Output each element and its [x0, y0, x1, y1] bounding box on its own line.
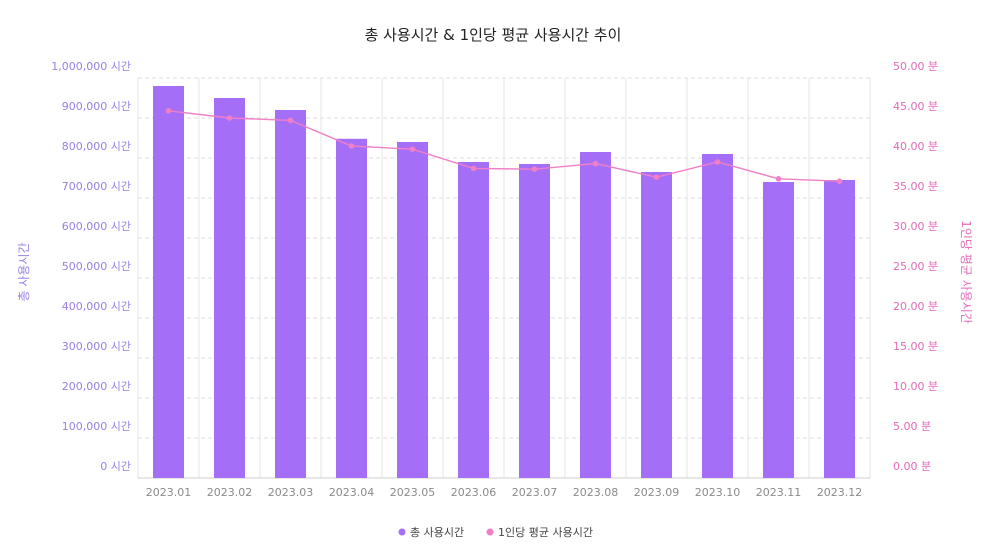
bar-2023.10[interactable]	[702, 154, 733, 478]
x-axis-ticks: 2023.01 2023.02 2023.03 2023.04 2023.05 2023.…	[146, 486, 863, 499]
right-axis-ticks: 0.00 분 5.00 분 10.00 분 15.00 분 20.00 분 25.00 분…	[893, 60, 938, 473]
avg-usage-point-2023.12[interactable]	[836, 178, 843, 184]
left-tick-label: 100,000 시간	[62, 420, 131, 433]
legend-swatch-avg-usage	[486, 528, 494, 536]
right-tick-label: 25.00 분	[893, 260, 938, 273]
left-axis-title: 총 사용시간	[17, 242, 31, 301]
bar-2023.08[interactable]	[580, 152, 611, 478]
bar-2023.07[interactable]	[519, 164, 550, 478]
left-tick-label: 400,000 시간	[62, 300, 131, 313]
x-tick-label: 2023.12	[817, 486, 863, 499]
left-tick-label: 500,000 시간	[62, 260, 131, 273]
x-tick-label: 2023.02	[207, 486, 253, 499]
grid-layer	[137, 77, 871, 479]
bar-2023.11[interactable]	[763, 182, 794, 478]
avg-usage-point-2023.04[interactable]	[348, 143, 355, 149]
avg-usage-point-2023.06[interactable]	[470, 165, 477, 172]
x-tick-label: 2023.01	[146, 486, 192, 499]
right-tick-label: 5.00 분	[893, 420, 931, 433]
avg-usage-point-2023.03[interactable]	[287, 117, 294, 124]
left-tick-label: 300,000 시간	[62, 340, 131, 353]
left-tick-label: 900,000 시간	[62, 100, 131, 113]
avg-usage-point-2023.07[interactable]	[531, 166, 538, 172]
left-tick-label: 600,000 시간	[62, 220, 131, 233]
avg-usage-point-2023.10[interactable]	[714, 159, 721, 165]
legend: 총 사용시간 1인당 평균 사용시간	[398, 526, 593, 539]
left-tick-label: 0 시간	[100, 460, 131, 473]
bar-2023.03[interactable]	[275, 110, 306, 478]
bar-2023.01[interactable]	[153, 86, 184, 478]
right-tick-label: 50.00 분	[893, 60, 938, 73]
bar-2023.09[interactable]	[641, 172, 672, 478]
bar-2023.12[interactable]	[824, 180, 855, 478]
right-tick-label: 40.00 분	[893, 140, 938, 153]
right-axis-title: 1인당 평균 사용시간	[959, 220, 973, 324]
bar-2023.04[interactable]	[336, 138, 367, 479]
right-tick-label: 0.00 분	[893, 460, 931, 473]
avg-usage-point-2023.02[interactable]	[226, 115, 233, 121]
avg-usage-point-2023.01[interactable]	[165, 108, 172, 114]
avg-usage-point-2023.05[interactable]	[409, 146, 416, 152]
left-tick-label: 800,000 시간	[62, 140, 131, 153]
line-layer	[165, 108, 843, 184]
avg-usage-point-2023.08[interactable]	[592, 160, 599, 167]
right-tick-label: 15.00 분	[893, 340, 938, 353]
legend-swatch-total-usage	[398, 528, 406, 536]
left-tick-label: 200,000 시간	[62, 380, 131, 393]
right-tick-label: 45.00 분	[893, 100, 938, 113]
x-tick-label: 2023.06	[451, 486, 497, 499]
bar-2023.06[interactable]	[458, 162, 489, 478]
right-tick-label: 20.00 분	[893, 300, 938, 313]
left-tick-label: 1,000,000 시간	[51, 60, 131, 73]
avg-usage-line	[168, 110, 840, 182]
x-tick-label: 2023.07	[512, 486, 558, 499]
x-tick-label: 2023.05	[390, 486, 436, 499]
x-tick-label: 2023.03	[268, 486, 314, 499]
avg-usage-point-2023.09[interactable]	[653, 174, 660, 180]
right-tick-label: 35.00 분	[893, 180, 938, 193]
left-axis-ticks: 0 시간 100,000 시간 200,000 시간 300,000 시간 400,00…	[51, 60, 131, 473]
left-tick-label: 700,000 시간	[62, 180, 131, 193]
legend-label-avg-usage[interactable]: 1인당 평균 사용시간	[498, 526, 593, 539]
x-tick-label: 2023.08	[573, 486, 619, 499]
right-tick-label: 30.00 분	[893, 220, 938, 233]
bar-2023.02[interactable]	[214, 98, 245, 478]
x-tick-label: 2023.04	[329, 486, 375, 499]
avg-usage-point-2023.11[interactable]	[775, 176, 782, 182]
right-tick-label: 10.00 분	[893, 380, 938, 393]
x-tick-label: 2023.09	[634, 486, 680, 499]
bar-2023.05[interactable]	[397, 142, 428, 478]
chart-title: 총 사용시간 & 1인당 평균 사용시간 추이	[365, 26, 622, 44]
x-tick-label: 2023.11	[756, 486, 802, 499]
legend-label-total-usage[interactable]: 총 사용시간	[410, 526, 464, 539]
bar-layer	[153, 86, 855, 479]
x-tick-label: 2023.10	[695, 486, 741, 499]
